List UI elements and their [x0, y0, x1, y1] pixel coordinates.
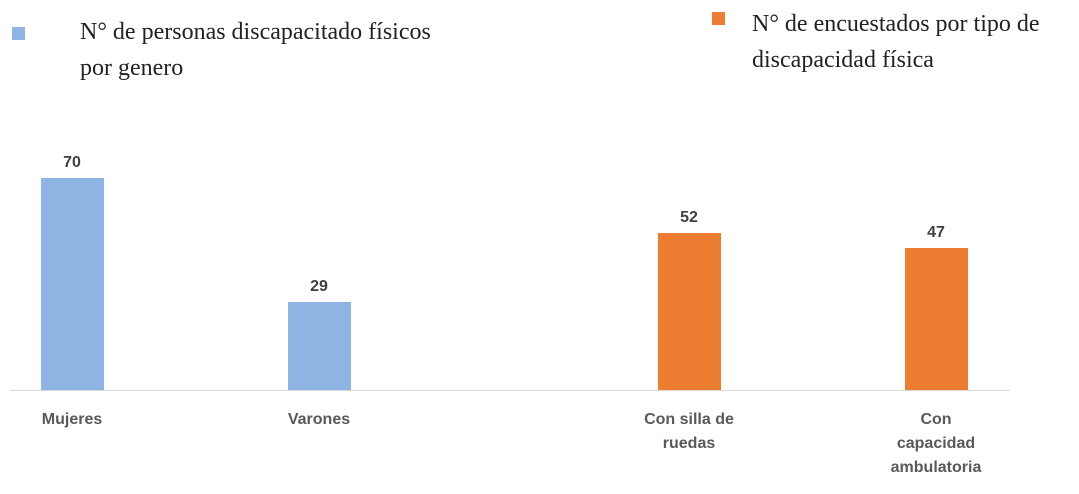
legend-swatch: [12, 27, 25, 40]
value-label: 29: [310, 278, 328, 296]
bar: [657, 232, 721, 390]
value-label: 52: [680, 208, 698, 226]
x-tick-label: Mujeres: [41, 411, 103, 428]
x-tick-label: Con silla de ruedas: [644, 411, 734, 452]
x-tick-label: Varones: [287, 411, 351, 428]
legend-label: N° de encuestados por tipo de discapacid…: [752, 11, 1040, 73]
bar: [40, 178, 104, 390]
x-axis: [10, 390, 1010, 391]
value-label: 70: [63, 154, 81, 171]
legend-swatch: [712, 12, 725, 25]
x-tick-label: Con capacidad ambulatoria: [890, 411, 982, 476]
value-label: 47: [927, 223, 945, 241]
bar: [287, 302, 351, 390]
legend-label: N° de personas discapacitado físicos por…: [80, 19, 431, 81]
bar: [904, 247, 968, 390]
